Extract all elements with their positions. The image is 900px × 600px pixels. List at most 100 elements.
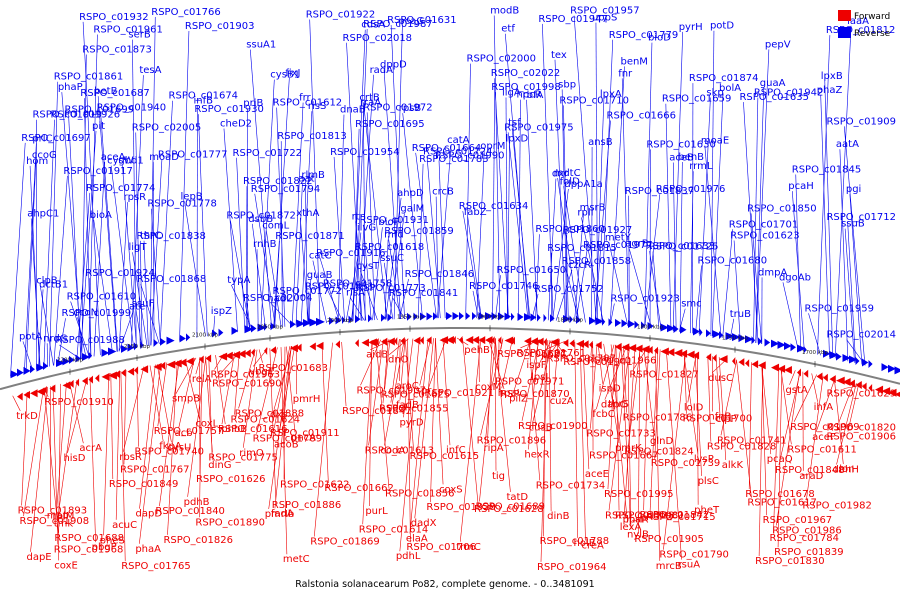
leader-line — [130, 75, 144, 349]
leader-line — [643, 348, 649, 511]
reverse-gene-label: skp — [706, 87, 723, 98]
forward-feature — [75, 378, 80, 387]
reverse-feature — [348, 315, 353, 324]
leader-line — [399, 339, 401, 381]
forward-feature — [290, 344, 298, 353]
forward-gene-label: RSPO_c01761 — [517, 348, 587, 359]
forward-feature — [628, 344, 637, 353]
reverse-gene-label: RSPO_c01701 — [729, 219, 799, 230]
leader-line — [30, 386, 49, 552]
reverse-feature — [88, 351, 93, 360]
forward-gene-label: RSPO_c01622 — [280, 479, 350, 490]
leader-line — [53, 175, 68, 366]
leader-line — [260, 79, 275, 330]
leader-line — [369, 340, 373, 507]
leader-line — [494, 92, 509, 319]
leader-line — [100, 112, 118, 352]
reverse-gene-label: catC — [309, 251, 332, 262]
reverse-feature — [751, 336, 756, 345]
leader-line — [143, 240, 149, 346]
forward-feature — [472, 336, 480, 345]
reverse-feature — [667, 324, 676, 333]
reverse-gene-label: RSPO_c01927 — [563, 225, 633, 236]
reverse-feature — [706, 329, 711, 338]
forward-feature — [504, 336, 514, 345]
forward-feature — [23, 390, 31, 399]
forward-feature — [17, 392, 23, 401]
reverse-feature — [543, 313, 547, 322]
leader-line — [122, 165, 137, 348]
leader-line — [256, 347, 278, 434]
reverse-feature — [680, 325, 687, 334]
reverse-gene-label: phaP — [58, 82, 83, 93]
reverse-feature — [823, 349, 831, 358]
reverse-feature — [179, 334, 186, 343]
forward-gene-label: RSPO_c01662 — [324, 483, 394, 494]
leader-line — [480, 338, 504, 436]
reverse-feature — [589, 316, 597, 325]
leader-line — [672, 31, 684, 331]
forward-feature — [231, 350, 241, 359]
leader-line — [291, 102, 304, 327]
forward-feature — [69, 379, 74, 388]
reverse-gene-label: RSPO_c01858 — [562, 256, 632, 267]
reverse-feature — [868, 360, 873, 369]
reverse-feature — [166, 336, 175, 345]
leader-line — [185, 359, 200, 419]
leader-line — [563, 105, 569, 322]
forward-gene-label: lon — [839, 464, 854, 475]
reverse-feature — [251, 324, 257, 333]
forward-feature — [355, 339, 359, 348]
forward-gene-label: coxS — [439, 484, 463, 495]
reverse-gene-label: lpxB — [821, 71, 843, 82]
leader-line — [375, 339, 390, 489]
reverse-gene-label: RSPO_c01779 — [609, 30, 679, 41]
reverse-gene-label: tsf — [508, 118, 521, 129]
reverse-feature — [101, 348, 110, 357]
leader-line — [683, 352, 687, 414]
leader-line — [777, 367, 783, 548]
leader-line — [326, 288, 344, 323]
forward-gene-label: RSPO_c01617 — [747, 498, 817, 509]
leader-line — [574, 341, 578, 538]
reverse-gene-label: RSPO_c01987 — [363, 19, 433, 30]
reverse-feature — [270, 322, 276, 331]
forward-gene-label: phbC — [541, 350, 567, 361]
leader-line — [57, 380, 78, 519]
forward-feature — [498, 336, 502, 345]
leader-line — [610, 344, 627, 515]
reverse-gene-label: RSPO_c01664 — [412, 143, 482, 154]
leader-line — [736, 359, 752, 498]
reverse-feature — [881, 363, 889, 372]
reverse-feature — [563, 315, 571, 324]
reverse-feature — [491, 312, 498, 321]
reverse-gene-label: risA — [346, 287, 365, 298]
leader-line — [607, 344, 616, 489]
tick-label: 2150 kbp — [124, 344, 150, 350]
reverse-gene-label: pepV — [765, 39, 791, 50]
forward-gene-label: RSPO_c01893 — [18, 506, 88, 517]
reverse-feature — [160, 337, 166, 346]
forward-gene-label: RSPO_c01611 — [787, 444, 857, 455]
forward-feature — [244, 349, 251, 358]
reverse-gene-label: RSPO_c01871 — [275, 231, 345, 242]
reverse-feature — [212, 329, 218, 338]
leader-line — [780, 367, 792, 445]
forward-feature — [745, 359, 750, 368]
forward-gene-label: pheT — [694, 505, 720, 516]
reverse-feature — [10, 370, 19, 379]
reverse-gene-label: potD — [710, 21, 734, 32]
forward-feature — [862, 382, 867, 391]
forward-feature — [556, 338, 560, 347]
leader-line — [93, 219, 113, 353]
reverse-gene-label: RSPO_c01710 — [559, 95, 629, 106]
leader-line — [250, 49, 272, 329]
reverse-feature — [745, 335, 754, 344]
leader-line — [492, 78, 496, 319]
forward-feature — [823, 373, 828, 382]
leader-line — [459, 338, 482, 542]
leader-line — [608, 242, 629, 327]
reverse-gene-label: dctB1 — [39, 279, 68, 290]
reverse-gene-label: gbd1 — [118, 155, 143, 166]
forward-feature — [550, 338, 559, 347]
